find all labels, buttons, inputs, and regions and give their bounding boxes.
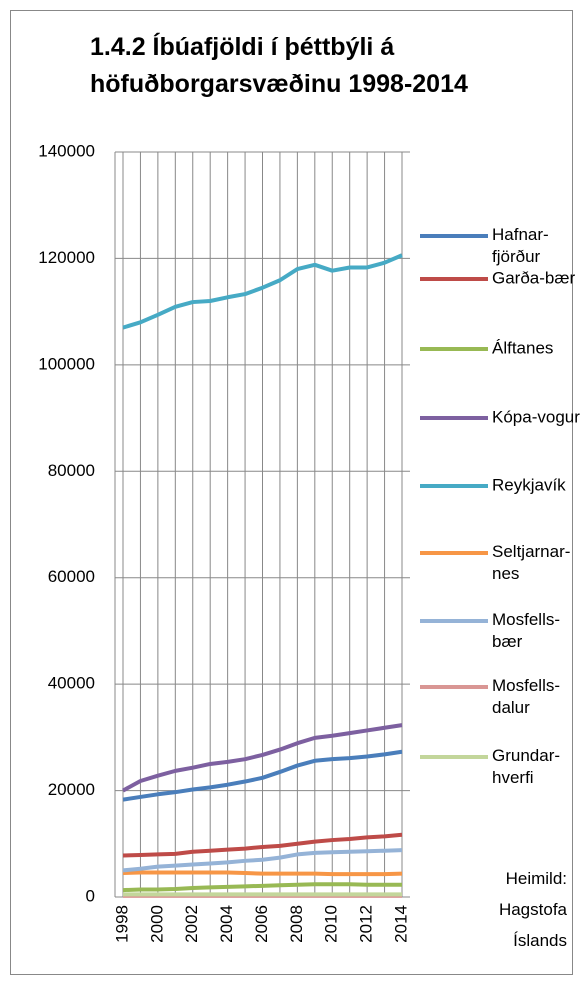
x-tick-label: 2008 xyxy=(287,905,306,943)
series-line xyxy=(122,749,403,802)
y-tick-label: 20000 xyxy=(48,780,95,799)
legend-label: Mosfells-dalur xyxy=(492,676,560,717)
series-line xyxy=(122,870,403,877)
x-tick-label: 2014 xyxy=(391,905,410,943)
x-tick-label: 2006 xyxy=(252,905,271,943)
series-line xyxy=(122,832,403,858)
chart-title: 1.4.2 Íbúafjöldi í þéttbýli á höfuðborgar… xyxy=(90,32,468,98)
legend-label: Seltjarnar-nes xyxy=(492,542,570,583)
legend-label: Álftanes xyxy=(492,338,553,357)
y-tick-label: 60000 xyxy=(48,567,95,586)
y-tick-label: 140000 xyxy=(38,141,95,160)
series-line xyxy=(122,848,403,873)
y-tick-label: 80000 xyxy=(48,461,95,480)
legend-label: Reykjavík xyxy=(492,475,566,494)
x-tick-label: 2002 xyxy=(182,905,201,943)
legend-label: Hafnar-fjörður xyxy=(492,225,549,266)
y-tick-label: 100000 xyxy=(38,354,95,373)
y-tick-label: 120000 xyxy=(38,248,95,267)
x-tick-label: 2010 xyxy=(322,905,341,943)
series-line xyxy=(122,882,402,893)
legend-label: Grundar-hverfi xyxy=(492,746,560,787)
x-tick-label: 2012 xyxy=(357,905,376,943)
y-tick-label: 40000 xyxy=(48,674,95,693)
source-note: Heimild: Hagstofa Íslands xyxy=(499,869,568,950)
legend-label: Garða-bær xyxy=(492,268,575,287)
x-tick-label: 1998 xyxy=(112,905,131,943)
legend-label: Mosfells-bær xyxy=(492,610,560,651)
series-line xyxy=(122,253,403,330)
y-tick-label: 0 xyxy=(86,886,95,905)
x-tick-label: 2004 xyxy=(217,905,236,943)
x-tick-label: 2000 xyxy=(147,905,166,943)
series-line xyxy=(122,723,403,793)
legend-label: Kópa-vogur xyxy=(492,407,580,426)
chart-frame xyxy=(10,10,573,975)
